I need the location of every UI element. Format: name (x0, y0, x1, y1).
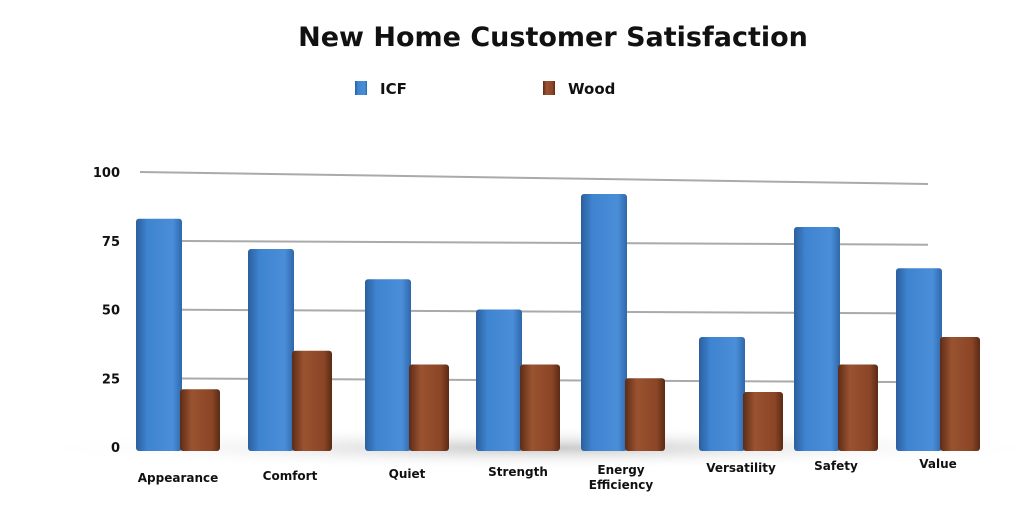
y-tick-label: 0 (111, 441, 120, 456)
bar-icf (699, 337, 745, 451)
x-tick-label: Quiet (389, 467, 426, 481)
x-tick-label: Comfort (263, 469, 318, 483)
legend-swatch-wood (543, 81, 555, 95)
legend-swatch-icf (355, 81, 367, 95)
x-tick-label: Energy (597, 463, 644, 477)
x-tick-label: Strength (488, 465, 548, 479)
x-tick-label: Value (919, 457, 957, 471)
x-axis-labels: Appearance Comfort Quiet Strength EnergyEffi… (138, 457, 957, 492)
legend-label-icf: ICF (380, 80, 407, 98)
bars (136, 194, 980, 451)
y-tick-label: 75 (102, 235, 120, 250)
bar-icf (476, 309, 522, 451)
bar-icf (248, 249, 294, 451)
bar-icf (136, 218, 182, 451)
bar-wood (743, 392, 783, 451)
bar-wood (940, 337, 980, 451)
bar-icf (794, 227, 840, 451)
gridline (139, 171, 929, 185)
legend: ICF Wood (355, 80, 615, 98)
bar-icf (896, 268, 942, 451)
bar-icf (365, 279, 411, 451)
bar-icf (581, 194, 627, 451)
y-tick-label: 50 (102, 304, 120, 319)
bar-wood (520, 364, 560, 451)
bar-wood (838, 364, 878, 451)
bar-wood (180, 389, 220, 451)
x-tick-label: Safety (814, 459, 858, 473)
x-tick-label: Appearance (138, 471, 219, 485)
bar-wood (625, 378, 665, 451)
x-tick-label: Versatility (706, 461, 776, 475)
y-tick-label: 25 (102, 372, 120, 387)
chart-title: New Home Customer Satisfaction (298, 22, 808, 53)
legend-label-wood: Wood (568, 80, 615, 98)
x-tick-label: Efficiency (589, 478, 654, 492)
y-tick-label: 100 (93, 166, 120, 181)
bar-wood (292, 350, 332, 451)
bar-wood (409, 364, 449, 451)
